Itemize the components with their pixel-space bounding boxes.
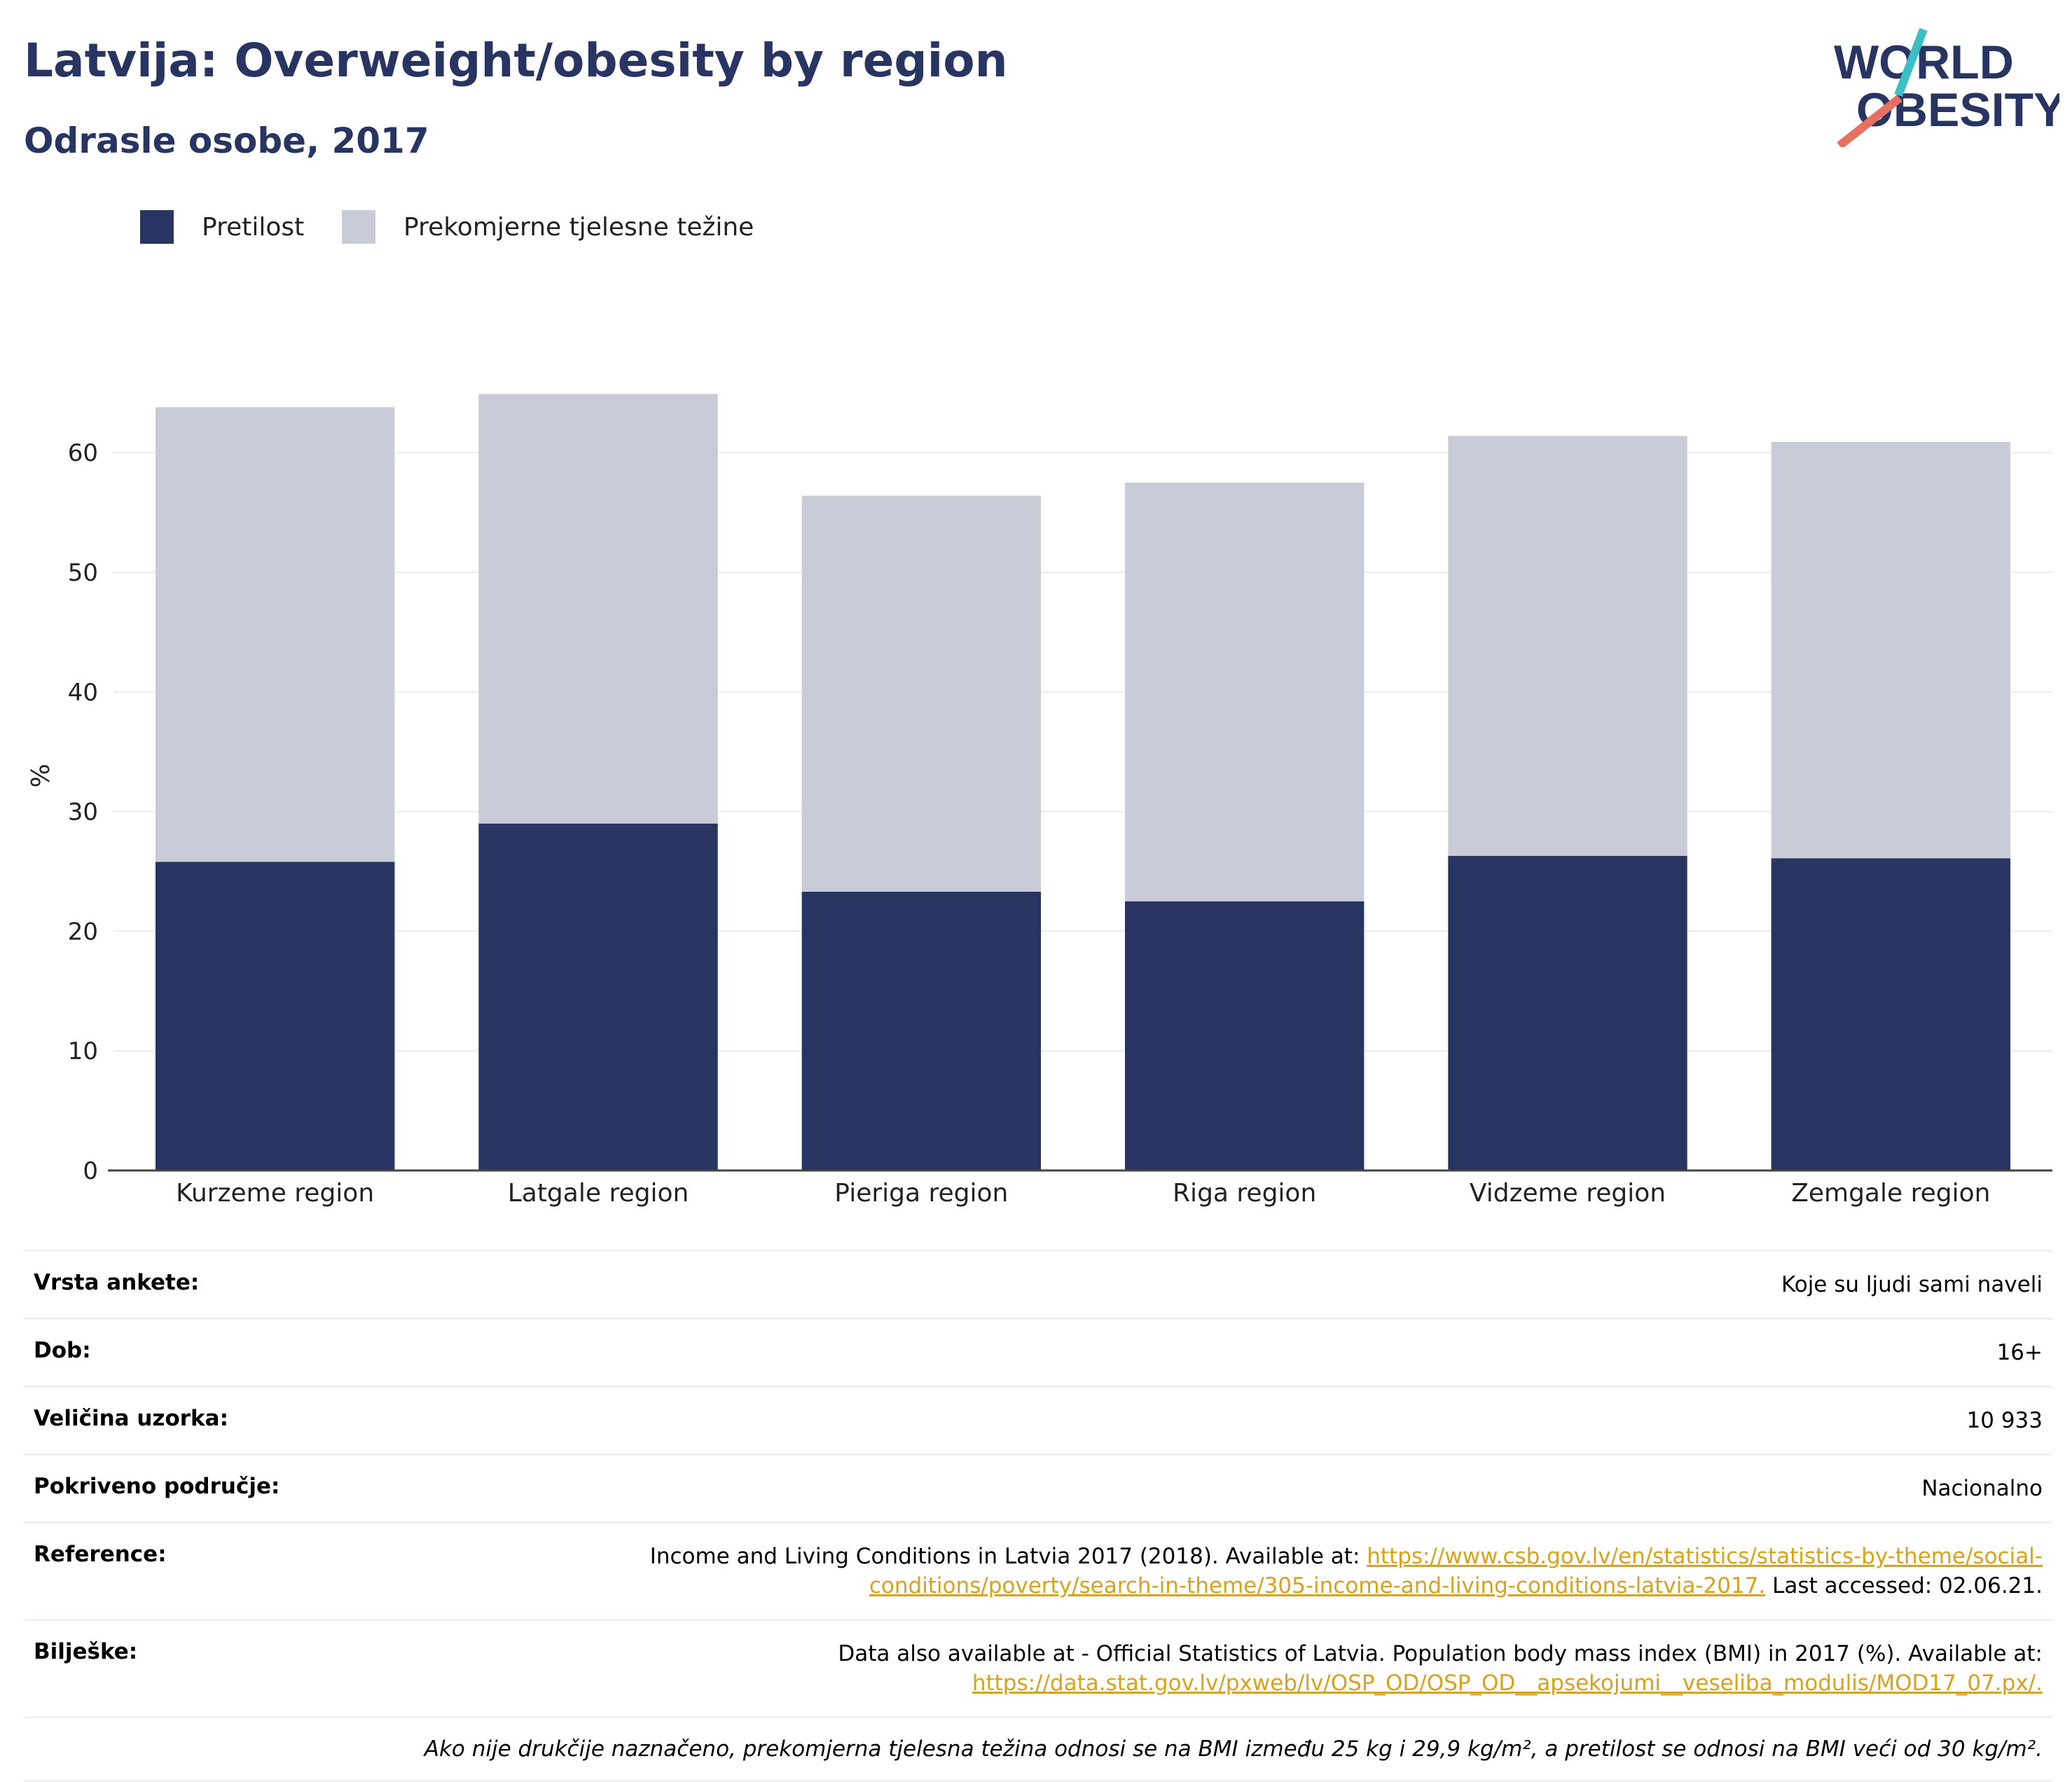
bar-overweight: [155, 407, 395, 862]
meta-value-area: Nacionalno: [1921, 1476, 2043, 1501]
legend-label-obesity: Pretilost: [202, 212, 305, 242]
x-tick-label: Riga region: [1173, 1179, 1316, 1208]
y-tick-label: 0: [83, 1157, 98, 1185]
y-tick-label: 30: [68, 799, 98, 827]
meta-value-reference: Income and Living Conditions in Latvia 2…: [537, 1542, 2043, 1601]
meta-value-notes: Data also available at - Official Statis…: [537, 1639, 2043, 1698]
logo-slash-teal: [1894, 28, 1928, 97]
legend-swatch-overweight: [342, 210, 375, 244]
y-tick-label: 60: [68, 439, 98, 467]
bar-overweight: [1448, 436, 1687, 856]
bar-obesity: [478, 823, 718, 1170]
legend-item-obesity[interactable]: Pretilost: [140, 207, 304, 247]
page-title: Latvija: Overweight/obesity by region: [24, 34, 1008, 88]
y-tick-label: 10: [68, 1037, 98, 1065]
y-axis-label: %: [27, 764, 55, 787]
y-tick-label: 40: [68, 679, 98, 707]
bar-overweight: [1124, 482, 1365, 902]
meta-row-reference: Reference: Income and Living Conditions …: [24, 1521, 2052, 1619]
legend-item-overweight[interactable]: Prekomjerne tjelesne težine: [342, 207, 754, 247]
reference-text: Income and Living Conditions in Latvia 2…: [649, 1544, 1367, 1569]
meta-value-age: 16+: [1996, 1340, 2043, 1365]
reference-link[interactable]: https://www.csb.gov.lv/en/statistics/sta…: [869, 1544, 2043, 1598]
meta-key-sample: Veličina uzorka:: [34, 1406, 228, 1431]
meta-row-age: Dob: 16+: [24, 1318, 2052, 1386]
meta-key-notes: Bilješke:: [34, 1639, 138, 1664]
x-tick-label: Kurzeme region: [176, 1179, 374, 1208]
bar-overweight: [801, 495, 1042, 892]
footnote: Ako nije drukčije naznačeno, prekomjerna…: [24, 1716, 2052, 1782]
meta-key-age: Dob:: [34, 1338, 91, 1363]
bar-chart: 0 10 20 30 40 50 60% Kurzeme region Latgale regi…: [27, 394, 2052, 1208]
reference-accessed: Last accessed: 02.06.21.: [1765, 1573, 2043, 1598]
bar-overweight: [478, 394, 718, 824]
meta-row-survey: Vrsta ankete: Koje su ljudi sami naveli: [24, 1250, 2052, 1318]
world-obesity-logo: WORLD OBESITY: [1834, 28, 2059, 147]
logo-slash-coral: [1837, 95, 1902, 147]
legend-swatch-obesity: [140, 210, 174, 244]
meta-value-survey: Koje su ljudi sami naveli: [1781, 1272, 2043, 1297]
meta-key-area: Pokriveno područje:: [34, 1474, 280, 1499]
bar-obesity: [1771, 858, 2011, 1170]
y-tick-label: 50: [68, 559, 98, 587]
meta-row-notes: Bilješke: Data also available at - Offic…: [24, 1619, 2052, 1716]
bar-obesity: [1448, 855, 1687, 1170]
bar-obesity: [801, 892, 1042, 1170]
logo-line1: WORLD: [1834, 36, 2014, 89]
meta-key-survey: Vrsta ankete:: [34, 1270, 200, 1295]
x-tick-label: Latgale region: [508, 1179, 689, 1208]
notes-text: Data also available at - Official Statis…: [838, 1641, 2043, 1666]
bar-obesity: [155, 862, 395, 1170]
meta-key-reference: Reference:: [34, 1542, 167, 1567]
meta-row-area: Pokriveno područje: Nacionalno: [24, 1453, 2052, 1521]
bar-obesity: [1124, 901, 1365, 1170]
notes-link[interactable]: https://data.stat.gov.lv/pxweb/lv/OSP_OD…: [972, 1671, 2043, 1696]
meta-value-sample: 10 933: [1966, 1408, 2043, 1433]
legend-label-overweight: Prekomjerne tjelesne težine: [403, 212, 754, 242]
y-tick-label: 20: [68, 918, 98, 946]
x-tick-label: Vidzeme region: [1470, 1179, 1666, 1208]
page-subtitle: Odrasle osobe, 2017: [24, 120, 429, 161]
x-tick-label: Zemgale region: [1791, 1179, 1990, 1208]
bar-overweight: [1771, 441, 2011, 859]
meta-row-sample: Veličina uzorka: 10 933: [24, 1386, 2052, 1453]
metadata-table: Vrsta ankete: Koje su ljudi sami naveli …: [24, 1250, 2052, 1782]
x-tick-label: Pieriga region: [834, 1179, 1008, 1208]
